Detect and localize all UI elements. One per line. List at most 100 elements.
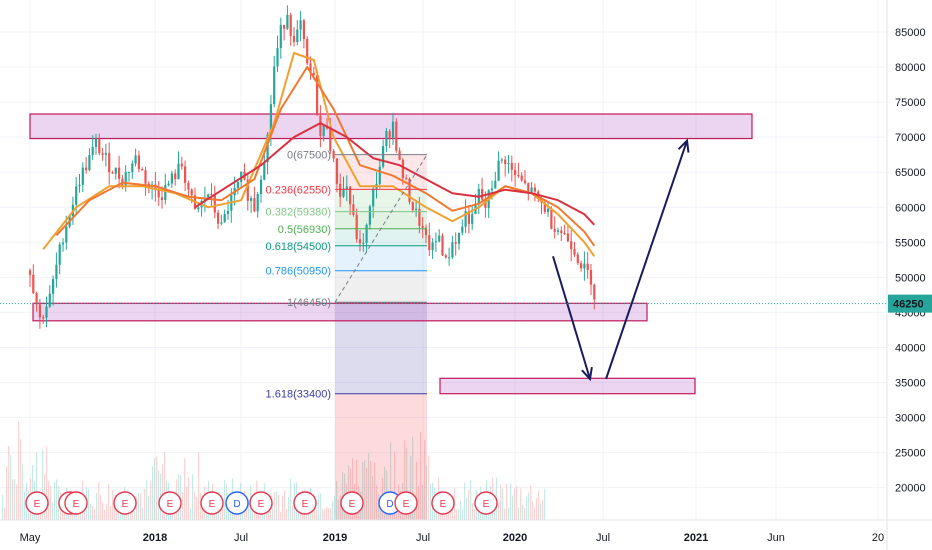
volume-bar [330,508,332,520]
volume-bar [504,508,506,520]
candle-body [372,188,375,207]
volume-bar [518,507,520,520]
price-zone[interactable] [439,377,696,395]
volume-bar [110,506,112,520]
volume-bar [128,509,130,520]
projection-down-line[interactable] [552,256,591,380]
earnings-marker[interactable]: E [340,491,364,515]
candle-body [236,182,239,188]
support-resistance-zones[interactable] [29,113,753,395]
earnings-marker[interactable]: E [394,491,418,515]
candle-body [441,235,444,256]
candle-body [368,206,371,225]
event-label: E [403,499,410,510]
time-axis[interactable]: May 2018 Jul 2019 Jul 2020 Jul 2021 Jun 20 [0,519,932,544]
candle-body [250,198,253,201]
candle-body [289,14,292,36]
candle-body [431,242,434,251]
candle-body [157,190,160,198]
volume-bar [540,504,542,520]
earnings-marker[interactable]: E [249,491,273,515]
candle-body [454,242,457,244]
candle-body [35,293,38,305]
candle-body [358,239,362,244]
candle-body [114,167,117,174]
fib-band [335,189,427,212]
arrowhead-up-icon[interactable] [677,138,690,153]
volume-bar [290,478,292,520]
volume-bar [10,455,12,520]
candle-body [461,226,464,233]
event-circle [200,491,224,515]
candle-body [306,38,309,64]
volume-bar [278,494,280,520]
candle-body [560,230,563,234]
earnings-marker[interactable]: E [431,491,455,515]
volume-bar [370,460,372,520]
candle-body [299,20,302,30]
dividend-marker[interactable]: D [225,491,249,515]
candle-body [530,187,533,193]
volume-bar [508,507,510,520]
candle-body [279,25,282,49]
candle-body [85,167,88,171]
projection-up-line[interactable] [605,140,688,380]
candle-body [170,173,173,184]
volume-bar [364,460,366,520]
event-label: E [440,499,447,510]
candle-body [134,155,137,164]
volume-bar [14,479,16,520]
candle-body [566,233,569,242]
volume-bar [272,503,274,520]
volume-bar [188,477,190,520]
time-tick-label: Jul [596,532,610,544]
event-markers[interactable]: EEEEEEDEEEDEEE [25,491,498,515]
volume-bar [80,507,82,520]
candle-body [365,224,368,243]
candle-body [180,163,183,167]
volume-bar [416,461,418,520]
earnings-marker[interactable]: E [293,491,317,515]
arrowhead-down-icon[interactable] [581,366,593,382]
earnings-marker[interactable]: E [474,491,498,515]
earnings-marker[interactable]: E [25,491,49,515]
moving-average-line [194,122,596,226]
volume-bar [190,508,192,520]
earnings-marker[interactable]: E [113,491,137,515]
price-tick-label: 60000 [895,202,926,214]
volume-bar [280,511,282,520]
projection-arrows[interactable] [552,138,690,382]
earnings-marker[interactable]: E [200,491,224,515]
price-zone[interactable] [32,302,648,322]
candle-body [547,208,550,212]
time-tick-label: May [20,532,41,544]
volume-bar [194,492,196,520]
candle-body [395,121,398,151]
earnings-marker[interactable]: E [64,491,88,515]
candle-body [494,180,497,189]
volume-bar [286,508,288,520]
earnings-marker[interactable]: E [158,491,182,515]
candle-body [563,233,566,235]
fib-trend-line[interactable] [334,154,428,303]
candle-body [167,183,170,186]
volume-bar [510,483,512,520]
candle-body [101,153,104,155]
time-tick-label: Jul [416,532,430,544]
volume-bar [318,494,320,520]
price-zone[interactable] [29,113,753,140]
fib-band [335,211,427,229]
volume-bar [530,485,532,520]
candle-body [411,202,414,211]
candle-body [355,214,358,240]
volume-bar [228,502,230,520]
volume-bar [260,510,262,520]
fib-band [335,228,427,246]
volume-bar [92,506,94,520]
volume-bar [512,495,514,520]
candle-body [283,25,286,29]
volume-bar [18,420,20,520]
fibonacci-levels[interactable]: 0(67500) 0.236(62550) 0.382(59380) 0.5(5693… [266,150,428,401]
